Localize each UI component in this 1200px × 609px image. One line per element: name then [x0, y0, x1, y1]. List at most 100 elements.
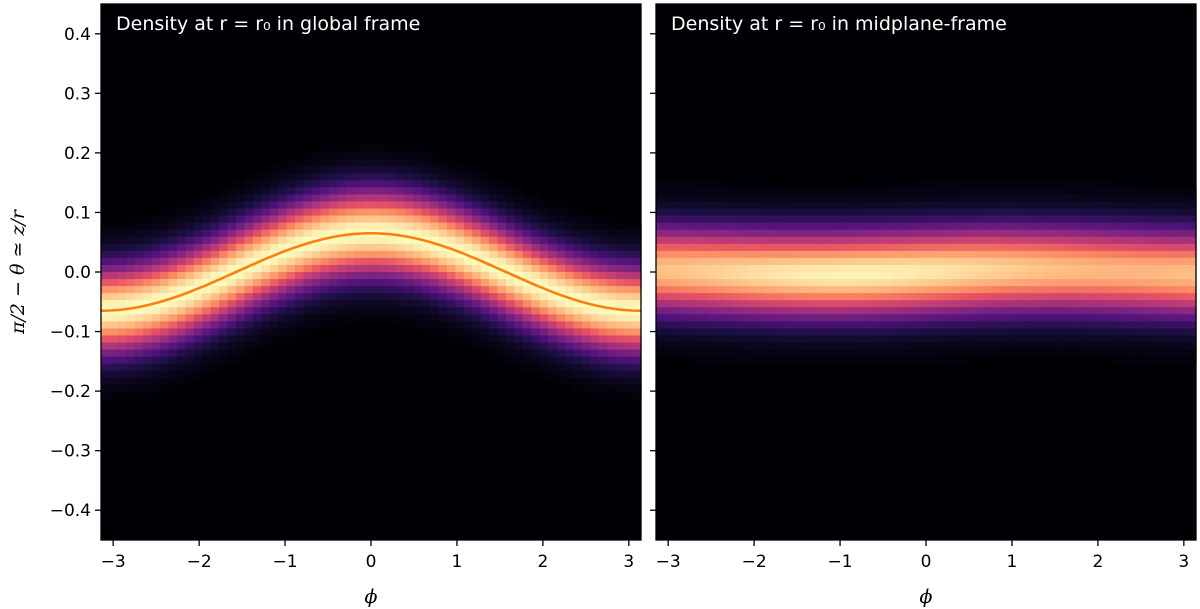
heatmap-cell — [656, 293, 666, 301]
heatmap-cell — [506, 229, 516, 238]
heatmap-cell — [126, 243, 136, 252]
heatmap-cell — [615, 342, 625, 351]
heatmap-cell — [1136, 328, 1146, 337]
heatmap-cell — [362, 279, 372, 287]
heatmap-cell — [278, 180, 288, 188]
heatmap-cell — [185, 272, 195, 280]
heatmap-cell — [1086, 321, 1096, 330]
heatmap-cell — [1052, 314, 1062, 322]
heatmap-cell — [1187, 307, 1197, 315]
heatmap-cell — [261, 222, 271, 231]
heatmap-cell — [807, 194, 817, 203]
heatmap-cell — [168, 314, 178, 322]
heatmap-cell — [1077, 187, 1087, 196]
heatmap-cell — [1044, 286, 1054, 294]
heatmap-cell — [126, 321, 136, 330]
heatmap-cell — [833, 236, 843, 245]
heatmap-cell — [489, 257, 499, 266]
heatmap-cell — [824, 314, 834, 322]
heatmap-cell — [261, 215, 271, 224]
heatmap-cell — [1086, 328, 1096, 337]
heatmap-cell — [909, 264, 919, 273]
heatmap-cell — [244, 215, 254, 224]
heatmap-cell — [556, 356, 566, 365]
heatmap-cell — [782, 201, 792, 210]
heatmap-cell — [985, 264, 995, 273]
heatmap-cell — [1027, 250, 1037, 259]
heatmap-cell — [379, 166, 389, 174]
x-tick-label: −1 — [828, 552, 853, 572]
heatmap-cell — [858, 208, 868, 217]
heatmap-cell — [681, 314, 691, 322]
heatmap-cell — [715, 328, 725, 337]
heatmap-cell — [573, 236, 583, 245]
heatmap-cell — [404, 208, 414, 217]
heatmap-cell — [337, 236, 347, 245]
heatmap-cell — [909, 272, 919, 280]
heatmap-cell — [824, 321, 834, 330]
heatmap-cell — [1128, 194, 1138, 203]
heatmap-cell — [168, 243, 178, 252]
heatmap-cell — [522, 307, 532, 315]
heatmap-cell — [278, 279, 288, 287]
heatmap-cell — [782, 293, 792, 301]
heatmap-cell — [1069, 257, 1079, 266]
heatmap-cell — [126, 384, 136, 393]
heatmap-cell — [774, 293, 784, 301]
heatmap-cell — [236, 272, 246, 280]
heatmap-cell — [185, 286, 195, 294]
heatmap-cell — [892, 264, 902, 273]
heatmap-cell — [841, 236, 851, 245]
heatmap-cell — [715, 279, 725, 287]
heatmap-cell — [311, 159, 321, 167]
heatmap-cell — [731, 264, 741, 273]
heatmap-cell — [757, 272, 767, 280]
heatmap-cell — [883, 264, 893, 273]
heatmap-cell — [202, 328, 212, 337]
heatmap-cell — [917, 194, 927, 203]
heatmap-cell — [858, 222, 868, 231]
heatmap-cell — [176, 349, 186, 358]
heatmap-cell — [1077, 236, 1087, 245]
heatmap-cell — [1061, 215, 1071, 224]
heatmap-cell — [472, 173, 482, 181]
heatmap-cell — [976, 264, 986, 273]
heatmap-cell — [565, 321, 575, 330]
heatmap-cell — [1145, 264, 1155, 273]
heatmap-cell — [926, 243, 936, 252]
heatmap-cell — [396, 173, 406, 181]
heatmap-cell — [227, 321, 237, 330]
heatmap-cell — [993, 229, 1003, 238]
heatmap-cell — [841, 215, 851, 224]
heatmap-cell — [993, 257, 1003, 266]
heatmap-cell — [252, 286, 262, 294]
heatmap-cell — [833, 356, 843, 365]
heatmap-cell — [942, 342, 952, 351]
heatmap-cell — [176, 272, 186, 280]
heatmap-cell — [396, 243, 406, 252]
heatmap-cell — [1136, 279, 1146, 287]
heatmap-cell — [866, 215, 876, 224]
heatmap-cell — [573, 356, 583, 365]
heatmap-cell — [252, 180, 262, 188]
heatmap-cell — [455, 243, 465, 252]
heatmap-cell — [765, 349, 775, 358]
heatmap-cell — [252, 279, 262, 287]
heatmap-cell — [387, 314, 397, 322]
heatmap-cell — [757, 215, 767, 224]
heatmap-cell — [286, 328, 296, 337]
heatmap-cell — [833, 201, 843, 210]
heatmap-cell — [664, 215, 674, 224]
heatmap-cell — [1027, 243, 1037, 252]
heatmap-cell — [681, 208, 691, 217]
heatmap-cell — [548, 342, 558, 351]
heatmap-cell — [1001, 349, 1011, 358]
heatmap-cell — [909, 215, 919, 224]
heatmap-cell — [362, 201, 372, 210]
heatmap-cell — [985, 328, 995, 337]
heatmap-cell — [506, 272, 516, 280]
heatmap-cell — [615, 377, 625, 386]
heatmap-cell — [1044, 215, 1054, 224]
heatmap-cell — [421, 215, 431, 224]
heatmap-cell — [1103, 180, 1113, 188]
